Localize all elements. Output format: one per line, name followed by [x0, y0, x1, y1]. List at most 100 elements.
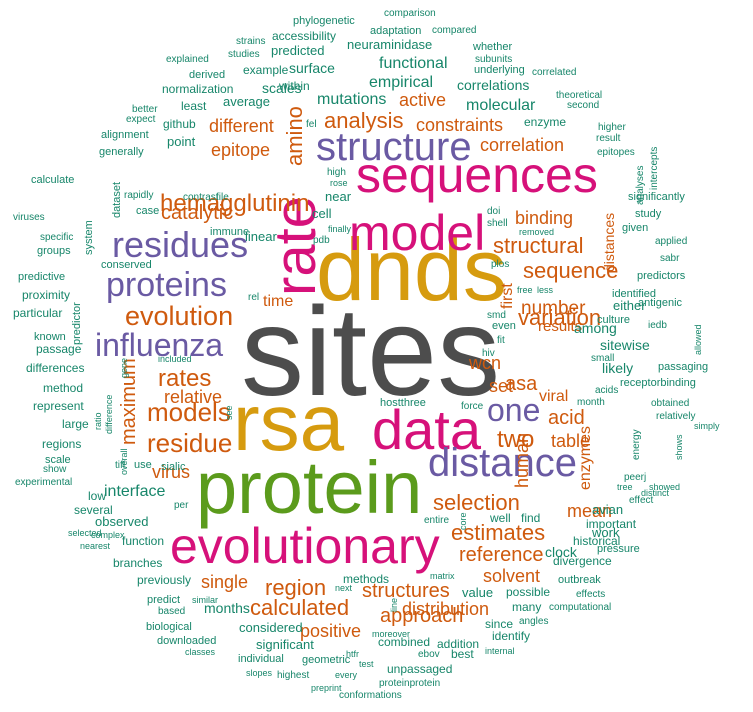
word-wcn: wcn [468, 353, 501, 373]
word-time: time [263, 293, 293, 310]
word-doi: doi [487, 206, 500, 217]
word-least: least [181, 99, 207, 113]
word-neuraminidase: neuraminidase [347, 37, 432, 52]
word-possible: possible [506, 585, 550, 599]
word-shell: shell [487, 218, 508, 229]
word-passage: passage [36, 342, 82, 356]
word-rsa: rsa [233, 378, 345, 467]
word-identify: identify [492, 629, 530, 643]
word-receptorbinding: receptorbinding [620, 377, 696, 389]
word-number: number [521, 298, 586, 319]
word-entire: entire [424, 515, 449, 526]
word-free: free [517, 285, 533, 295]
word-binding: binding [515, 208, 573, 228]
word-moreover: moreover [372, 629, 410, 639]
word-explained: explained [166, 54, 209, 65]
word-proximity: proximity [22, 288, 70, 302]
word-months: months [204, 600, 250, 616]
word-difference: difference [104, 395, 114, 434]
word-mutations: mutations [317, 91, 386, 108]
word-test: test [359, 659, 374, 669]
word-model: model [349, 205, 485, 261]
word-nearest: nearest [80, 541, 111, 551]
word-file: file [216, 192, 229, 203]
word-matrix: matrix [430, 571, 455, 581]
word-models: models [147, 397, 231, 427]
word-significant: significant [256, 637, 314, 652]
word-pressure: pressure [597, 543, 640, 555]
word-catalytic: catalytic [161, 202, 233, 224]
word-constraints: constraints [416, 115, 503, 135]
word-best: best [451, 647, 474, 661]
word-residues: residues [112, 224, 248, 265]
word-htfr: htfr [346, 649, 359, 659]
word-historical: historical [573, 534, 620, 548]
word-evolution: evolution [125, 301, 233, 331]
word-hostthree: hostthree [380, 397, 426, 409]
word-method: method [43, 381, 83, 395]
word-downloaded: downloaded [157, 635, 216, 647]
word-important: important [586, 517, 637, 531]
word-iedb: iedb [648, 320, 667, 331]
word-among: among [574, 320, 617, 336]
word-finally: finally [328, 224, 352, 234]
word-solvent: solvent [483, 566, 540, 586]
word-structure: structure [316, 125, 472, 169]
word-similar: similar [192, 595, 218, 605]
word-table: table [551, 431, 590, 451]
word-selected: selected [68, 528, 102, 538]
word-core: core [458, 512, 468, 530]
word-case: case [136, 205, 159, 217]
word-line: line [389, 598, 399, 612]
word-result: result [596, 133, 621, 144]
word-analyses: analyses [635, 166, 646, 205]
word-accessibility: accessibility [272, 29, 336, 43]
word-correlation: correlation [480, 135, 564, 155]
word-shows: shows [674, 434, 684, 460]
word-effects: effects [576, 589, 605, 600]
word-viral: viral [539, 388, 568, 405]
word-calculate: calculate [31, 174, 74, 186]
word-hemagglutinin: hemagglutinin [160, 190, 309, 217]
word-acids: acids [595, 385, 618, 396]
word-immune: immune [210, 226, 249, 238]
word-included: included [158, 354, 192, 364]
word-positive: positive [300, 621, 361, 641]
word-groups: groups [37, 245, 71, 257]
word-surface: surface [289, 60, 335, 76]
word-high: high [327, 167, 346, 178]
word-amino: amino [282, 106, 307, 166]
word-preprint: preprint [311, 683, 342, 693]
word-several: several [74, 503, 113, 517]
word-complex: complex [91, 530, 125, 540]
word-sequences: sequences [356, 147, 598, 203]
word-rel: rel [248, 292, 259, 303]
word-expect: expect [126, 114, 156, 125]
word-asa: asa [505, 373, 538, 395]
word-residue: residue [147, 428, 232, 458]
word-given: given [622, 222, 648, 234]
word-one: one [487, 392, 540, 428]
word-conserved: conserved [101, 259, 152, 271]
word-scales: scales [262, 80, 302, 96]
word-plos: plos [491, 259, 509, 270]
word-sequence: sequence [523, 258, 618, 283]
word-based: based [158, 606, 185, 617]
word-rose: rose [330, 178, 348, 188]
word-next: next [335, 583, 353, 593]
word-point: point [167, 134, 196, 149]
word-cell: cell [312, 206, 332, 221]
word-identified: identified [612, 288, 656, 300]
word-antigenic: antigenic [638, 297, 683, 309]
word-experimental: experimental [15, 477, 72, 488]
word-compared: compared [432, 25, 476, 36]
word-distinct: distinct [641, 488, 670, 498]
word-approach: approach [380, 605, 463, 627]
word-geometric: geometric [302, 654, 351, 666]
word-smd: smd [487, 310, 506, 321]
word-system: system [83, 220, 95, 255]
word-github: github [163, 117, 196, 131]
word-interface: interface [104, 483, 165, 500]
word-sabr: sabr [660, 253, 680, 264]
word-epitopes: epitopes [597, 147, 635, 158]
